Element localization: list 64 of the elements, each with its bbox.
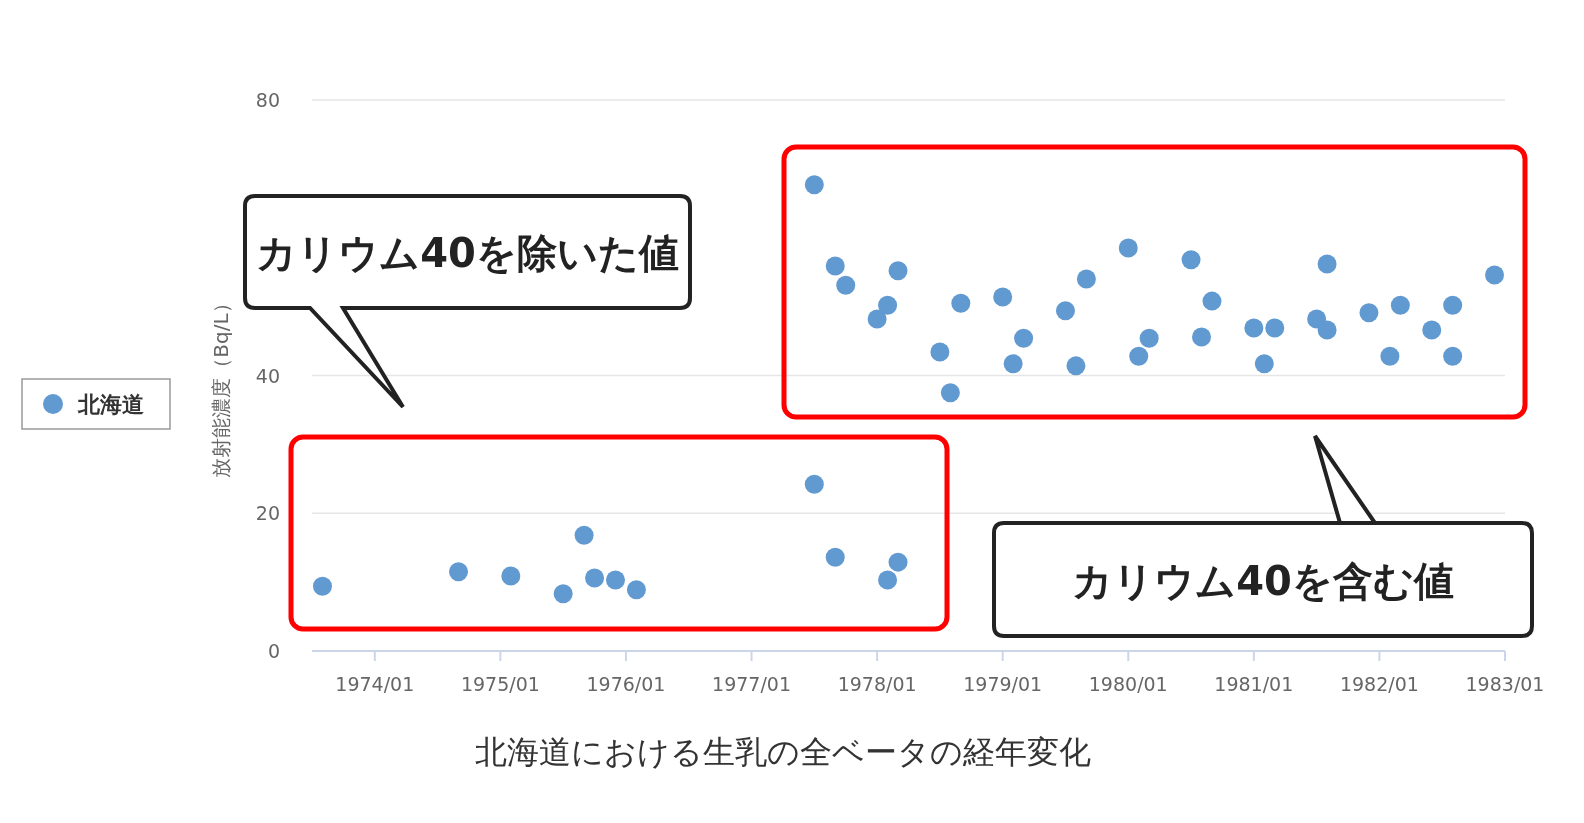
annotation: カリウム40を含む値: [1072, 557, 1454, 604]
point: [878, 570, 898, 590]
point: [825, 547, 845, 567]
point: [993, 287, 1013, 307]
point: [1443, 295, 1463, 315]
x-tick-label: 1981/01: [1214, 673, 1294, 695]
point: [1359, 303, 1379, 323]
point: [1244, 318, 1264, 338]
point: [888, 552, 908, 572]
point: [930, 342, 950, 362]
x-tick-label: 1980/01: [1088, 673, 1168, 695]
point: [1422, 320, 1442, 340]
point: [574, 525, 594, 545]
point: [825, 256, 845, 276]
point: [553, 584, 573, 604]
x-tick-label: 1978/01: [837, 673, 917, 695]
point: [951, 293, 971, 313]
point: [501, 566, 521, 586]
point: [1129, 346, 1149, 366]
point: [1380, 346, 1400, 366]
point: [1118, 238, 1138, 258]
point: [1066, 356, 1086, 376]
point: [804, 474, 824, 494]
x-tick-label: 1983/01: [1465, 673, 1545, 695]
y-tick-label: 20: [255, 502, 280, 525]
text: 北海道における生乳の全ベータの経年変化: [475, 733, 1091, 771]
point: [1055, 301, 1075, 321]
point: [1014, 328, 1034, 348]
x-tick-label: 1975/01: [460, 673, 540, 695]
y-tick-label: 0: [267, 640, 280, 662]
y-axis-title: 放射能濃度（Bq/L）: [209, 293, 233, 478]
point: [605, 570, 625, 590]
point: [888, 261, 908, 281]
point: [940, 383, 960, 403]
point: [1443, 346, 1463, 366]
point: [1139, 328, 1159, 348]
point: [1390, 295, 1410, 315]
point: [1181, 250, 1201, 270]
point: [1192, 327, 1212, 347]
x-tick-label: 1979/01: [963, 673, 1043, 695]
point: [1485, 265, 1505, 285]
y-tick-label: 80: [255, 89, 280, 111]
point: [1317, 254, 1337, 274]
y-tick-label: 40: [255, 364, 280, 387]
point: [836, 275, 856, 295]
x-tick-label: 1976/01: [586, 673, 666, 695]
point: [878, 295, 898, 315]
point: [1202, 291, 1222, 311]
point: [1076, 269, 1096, 289]
point: [1265, 318, 1285, 338]
point: [626, 580, 646, 600]
point: [585, 568, 605, 588]
point: [1317, 320, 1337, 340]
point: [312, 576, 332, 596]
point: [867, 309, 887, 329]
legend-label: 北海道: [77, 392, 144, 417]
point: [1003, 354, 1023, 374]
annotation: カリウム40を除いた値: [256, 230, 679, 276]
x-tick-label: 1974/01: [335, 673, 415, 695]
x-tick-label: 1982/01: [1339, 673, 1419, 695]
x-tick-label: 1977/01: [712, 673, 791, 695]
point: [449, 562, 469, 582]
point: [804, 175, 824, 195]
point: [1254, 354, 1274, 374]
